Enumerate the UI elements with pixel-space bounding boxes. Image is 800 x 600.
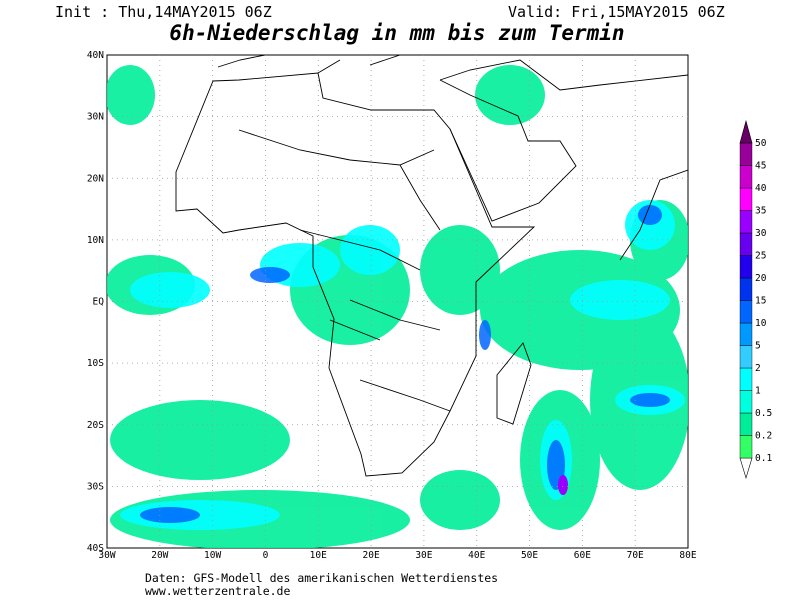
website: www.wetterzentrale.de: [145, 584, 290, 598]
colorbar-label: 25: [755, 251, 766, 262]
coastlines: [175, 55, 688, 477]
colorbar-label: 0.2: [755, 431, 772, 442]
lon-label: 40E: [468, 550, 485, 561]
lon-label: 20E: [363, 550, 380, 561]
colorbar-band: [739, 345, 753, 369]
lon-label: 0: [263, 550, 269, 561]
colorbar-band: [739, 142, 753, 166]
data-source: Daten: GFS-Modell des amerikanischen Wet…: [145, 571, 498, 585]
lon-label: 60E: [574, 550, 591, 561]
colorbar-band: [739, 165, 753, 189]
lat-label: EQ: [93, 297, 105, 308]
colorbar-label: 10: [755, 318, 767, 329]
axis-labels: 30W 20W 10W 0 10E 20E 30E 40E 50E 60E 70E 80E 40N 30N…: [87, 50, 697, 561]
colorbar-band: [739, 255, 753, 279]
graticule: [107, 55, 688, 548]
lon-label: 80E: [679, 550, 696, 561]
init-time: Init : Thu,14MAY2015 06Z: [55, 3, 272, 21]
colorbar-label: 5: [755, 341, 761, 352]
colorbar-label: 30: [755, 228, 767, 239]
colorbar-band: [739, 187, 753, 211]
colorbar-band: [739, 390, 753, 414]
lat-label: 10S: [87, 358, 104, 369]
colorbar-label: 20: [755, 273, 767, 284]
precipitation: [107, 55, 688, 548]
lat-label: 20N: [87, 173, 104, 184]
lat-label: 40N: [87, 50, 104, 61]
lon-label: 10E: [310, 550, 327, 561]
colorbar-high-end: [739, 119, 753, 144]
colorbar-label: 1: [755, 386, 761, 397]
colorbar-label: 15: [755, 296, 766, 307]
lat-label: 10N: [87, 235, 104, 246]
colorbar-band: [739, 435, 753, 459]
colorbar-label: 0.1: [755, 453, 772, 464]
valid-time: Valid: Fri,15MAY2015 06Z: [508, 3, 725, 21]
colorbar-band: [739, 300, 753, 324]
colorbar-band: [739, 322, 753, 346]
colorbar-label: 2: [755, 363, 761, 374]
colorbar-band: [739, 210, 753, 234]
colorbar-band: [739, 232, 753, 256]
lat-label: 20S: [87, 420, 104, 431]
colorbar-band: [739, 412, 753, 436]
map-title: 6h-Niederschlag in mm bis zum Termin: [169, 21, 624, 45]
colorbar-label: 0.5: [755, 408, 772, 419]
colorbar-label: 45: [755, 161, 766, 172]
lon-label: 30W: [98, 550, 115, 561]
lon-label: 50E: [521, 550, 538, 561]
lat-label: 30N: [87, 112, 104, 123]
colorbar-band: [739, 367, 753, 391]
map-area: [106, 54, 689, 549]
lat-label: 40S: [87, 543, 104, 554]
lat-label: 30S: [87, 481, 104, 492]
colorbar-label: 50: [755, 138, 767, 149]
lon-label: 20W: [151, 550, 168, 561]
lon-label: 70E: [627, 550, 644, 561]
lon-label: 30E: [415, 550, 432, 561]
colorbar-band: [739, 277, 753, 301]
colorbar-label: 35: [755, 206, 766, 217]
colorbar-label: 40: [755, 183, 767, 194]
lon-label: 10W: [204, 550, 221, 561]
colorbar-low-end: [739, 457, 753, 480]
